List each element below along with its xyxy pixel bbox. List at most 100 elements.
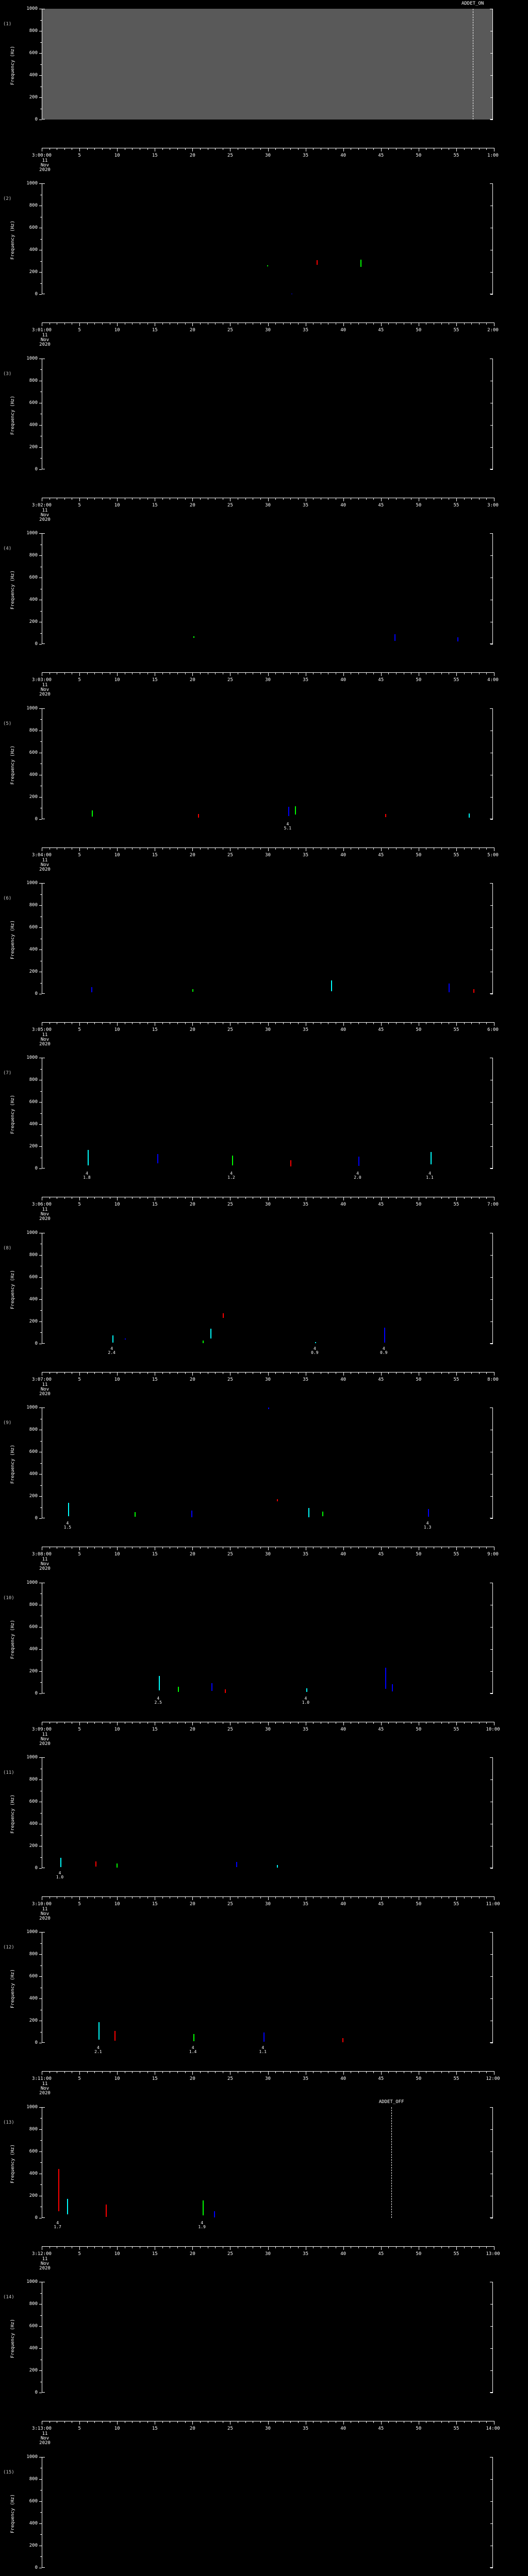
x-tick — [245, 672, 246, 675]
detection-label: 4 1.2 — [227, 1171, 235, 1180]
x-tick-label: 45 — [378, 153, 384, 158]
detection-label: 4 1.0 — [56, 1871, 64, 1879]
addet-annotation-line — [391, 2107, 392, 2218]
y-tick — [39, 1168, 42, 1170]
y-tick-label: 0 — [35, 641, 38, 647]
y-tick-right — [490, 1626, 493, 1628]
y-tick-label: 1000 — [26, 1055, 38, 1061]
x-tick — [441, 497, 442, 500]
x-tick — [381, 847, 382, 851]
y-tick-label: 200 — [29, 269, 38, 275]
x-tick — [64, 672, 65, 675]
y-tick-minor — [40, 458, 42, 459]
y-tick-label: 600 — [29, 1624, 38, 1630]
x-tick — [215, 1022, 216, 1024]
x-axis-date-4: 11 Nov 2020 — [39, 683, 51, 698]
panel-index-label-4: (4) — [3, 546, 12, 552]
x-tick — [298, 323, 299, 325]
x-tick — [471, 672, 472, 675]
x-tick — [132, 1197, 133, 1199]
y-tick-label: 200 — [29, 2368, 38, 2374]
x-tick-label: 5 — [78, 1377, 81, 1382]
x-tick — [358, 847, 359, 850]
x-tick — [117, 847, 118, 851]
y-tick — [39, 1932, 42, 1933]
x-tick — [260, 2421, 261, 2424]
y-tick — [39, 1626, 42, 1628]
x-tick-label: 45 — [378, 1552, 384, 1557]
y-tick-minor — [40, 1835, 42, 1836]
y-tick-label: 200 — [29, 969, 38, 974]
y-tick-label: 400 — [29, 1646, 38, 1652]
detection-mark — [191, 1511, 192, 1518]
x-tick — [478, 1371, 480, 1374]
x-tick-label: 10 — [114, 677, 120, 683]
x-tick-label: 45 — [378, 1202, 384, 1208]
x-tick — [290, 1721, 291, 1724]
plot-frame-8 — [42, 1232, 493, 1344]
x-tick-label: 10 — [114, 1377, 120, 1382]
x-tick — [395, 1371, 397, 1374]
x-tick — [298, 672, 299, 675]
detection-mark — [125, 1338, 126, 1340]
x-tick — [147, 1547, 148, 1549]
x-tick — [395, 2246, 397, 2248]
x-tick — [215, 672, 216, 675]
detection-mark — [202, 2200, 204, 2216]
x-tick — [471, 1721, 472, 1724]
x-tick — [381, 497, 382, 501]
x-tick-label: 55 — [453, 502, 459, 508]
x-tick — [79, 148, 80, 151]
x-tick — [298, 2071, 299, 2074]
detection-mark — [468, 813, 470, 818]
x-tick — [177, 2071, 178, 2074]
x-tick — [373, 1896, 374, 1899]
y-axis-2: 0 200 400 600 800 1000 — [0, 181, 42, 297]
y-tick — [39, 1976, 42, 1977]
y-tick-right — [490, 883, 493, 884]
x-tick — [478, 148, 480, 150]
y-tick — [39, 555, 42, 556]
x-tick — [343, 148, 344, 151]
x-tick — [102, 2071, 103, 2074]
x-tick — [388, 1022, 389, 1024]
y-tick-label: 400 — [29, 1471, 38, 1477]
x-tick — [275, 2421, 276, 2424]
x-tick — [395, 497, 397, 500]
x-tick — [298, 1197, 299, 1199]
detection-label: 4 1.9 — [198, 2220, 206, 2229]
x-tick — [366, 847, 367, 850]
x-tick — [200, 2071, 201, 2074]
x-tick-label: 35 — [303, 1377, 308, 1382]
y-tick-label: 200 — [29, 1843, 38, 1849]
detection-mark — [236, 1862, 238, 1867]
panel-index-label-7: (7) — [3, 1071, 12, 1076]
y-tick-right — [490, 819, 493, 820]
x-tick — [200, 1371, 201, 1374]
y-tick-label: 800 — [29, 2476, 38, 2482]
x-tick-label: 15 — [152, 1202, 158, 1208]
x-tick-label: 30 — [265, 2076, 271, 2082]
x-tick — [313, 1197, 314, 1199]
y-axis-6: 0 200 400 600 800 1000 — [0, 881, 42, 996]
x-tick — [132, 1371, 133, 1374]
detection-mark — [197, 814, 199, 818]
x-tick — [268, 847, 269, 851]
y-axis-15: 0 200 400 600 800 1000 — [0, 2454, 42, 2570]
x-tick-label: 25 — [227, 1726, 233, 1732]
y-tick-minor — [40, 1812, 42, 1814]
y-tick-label: 0 — [35, 117, 38, 122]
x-tick — [373, 2421, 374, 2424]
x-tick-label: 35 — [303, 1902, 308, 1907]
y-axis-title-6: Frequency (Hz) — [10, 920, 15, 959]
x-tick-label-end: 3:00 — [487, 502, 499, 508]
x-tick — [94, 1896, 95, 1899]
x-tick — [358, 323, 359, 325]
x-tick-label: 20 — [189, 2076, 195, 2082]
x-tick — [245, 2421, 246, 2424]
plot-frame-14 — [42, 2282, 493, 2393]
detection-mark — [91, 987, 92, 992]
y-tick-minor — [40, 1857, 42, 1858]
x-tick — [215, 1721, 216, 1724]
y-tick-label: 0 — [35, 292, 38, 297]
